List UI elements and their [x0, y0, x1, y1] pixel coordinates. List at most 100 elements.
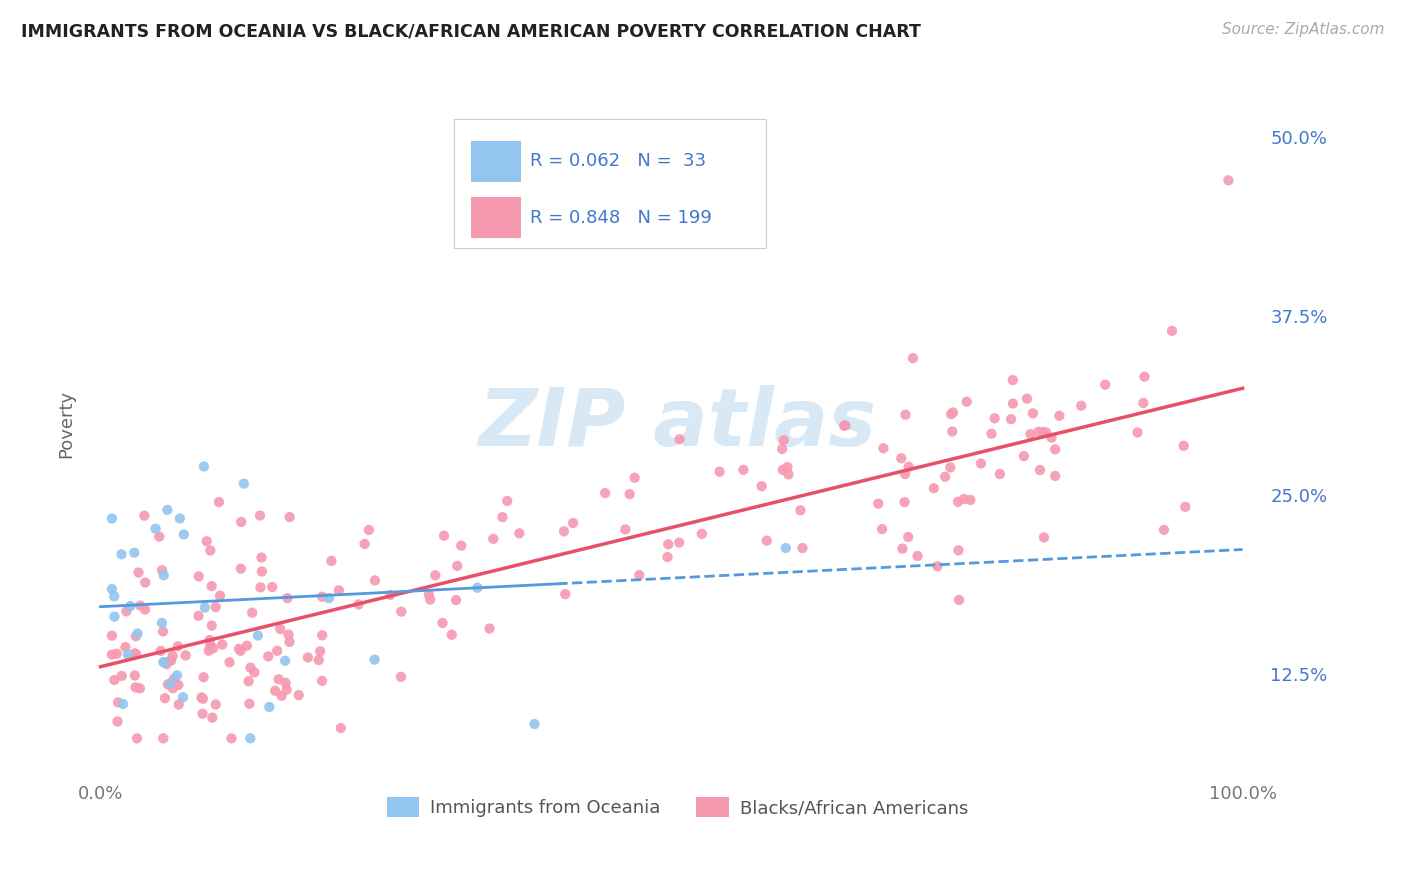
Point	[200, 543, 222, 558]
Point	[264, 683, 287, 698]
Point	[266, 644, 288, 658]
Point	[942, 405, 965, 419]
Point	[238, 674, 260, 689]
Point	[120, 599, 142, 613]
Point	[274, 654, 297, 668]
FancyBboxPatch shape	[454, 119, 765, 248]
Point	[308, 653, 330, 667]
Point	[110, 547, 132, 561]
Point	[191, 691, 214, 706]
Point	[187, 569, 209, 583]
Point	[191, 706, 214, 721]
Point	[770, 442, 793, 456]
Point	[162, 648, 184, 663]
Point	[891, 541, 914, 556]
Point	[1032, 530, 1054, 544]
Point	[328, 583, 350, 598]
Point	[112, 697, 135, 711]
Point	[239, 731, 262, 746]
Point	[772, 433, 794, 447]
Point	[948, 593, 970, 607]
Point	[657, 550, 679, 565]
Point	[200, 638, 222, 652]
Point	[554, 587, 576, 601]
Point	[174, 648, 197, 663]
Point	[160, 653, 183, 667]
Point	[129, 599, 152, 613]
Point	[927, 559, 949, 574]
Point	[890, 451, 912, 466]
Point	[156, 677, 179, 691]
Point	[250, 550, 273, 565]
Point	[311, 628, 333, 642]
Point	[523, 717, 546, 731]
Text: R = 0.062   N =  33: R = 0.062 N = 33	[530, 153, 706, 170]
Point	[145, 522, 167, 536]
Point	[353, 537, 375, 551]
Point	[167, 678, 190, 692]
Point	[1047, 409, 1070, 423]
Point	[432, 615, 454, 630]
Point	[433, 529, 456, 543]
Point	[1015, 392, 1038, 406]
Point	[1019, 427, 1042, 442]
Point	[467, 581, 489, 595]
Point	[318, 591, 340, 606]
Point	[1161, 324, 1184, 338]
Point	[389, 670, 412, 684]
Point	[148, 530, 170, 544]
Point	[152, 731, 174, 746]
Point	[287, 688, 309, 702]
Point	[267, 673, 290, 687]
Text: R = 0.848   N = 199: R = 0.848 N = 199	[530, 209, 711, 227]
Point	[1001, 373, 1024, 387]
Point	[478, 622, 501, 636]
Point	[922, 481, 945, 495]
Point	[934, 470, 956, 484]
Point	[124, 546, 146, 560]
Point	[419, 592, 441, 607]
Point	[204, 600, 226, 615]
Point	[988, 467, 1011, 481]
Point	[329, 721, 352, 735]
Point	[444, 593, 467, 607]
Point	[209, 589, 232, 603]
Point	[311, 590, 333, 604]
Point	[946, 495, 969, 509]
Point	[202, 641, 225, 656]
Point	[1094, 377, 1116, 392]
Point	[1070, 399, 1092, 413]
Point	[901, 351, 924, 366]
Point	[194, 600, 217, 615]
Point	[733, 463, 755, 477]
Point	[1174, 500, 1197, 514]
Point	[389, 605, 412, 619]
Point	[195, 534, 218, 549]
Point	[1126, 425, 1149, 440]
Point	[562, 516, 585, 530]
Point	[614, 523, 637, 537]
Point	[125, 629, 148, 643]
Point	[482, 532, 505, 546]
Point	[115, 604, 138, 618]
Point	[201, 579, 224, 593]
Point	[941, 407, 963, 421]
Point	[278, 635, 301, 649]
Point	[229, 562, 252, 576]
Point	[134, 602, 156, 616]
Point	[128, 566, 150, 580]
Point	[593, 486, 616, 500]
Point	[103, 673, 125, 687]
Point	[134, 575, 156, 590]
Point	[231, 515, 253, 529]
Point	[789, 503, 811, 517]
Point	[1028, 425, 1050, 439]
Point	[208, 495, 231, 509]
Point	[1173, 439, 1195, 453]
Point	[243, 665, 266, 680]
Point	[380, 588, 402, 602]
FancyBboxPatch shape	[471, 141, 520, 182]
Point	[169, 511, 191, 525]
Point	[249, 581, 271, 595]
Point	[159, 676, 181, 690]
